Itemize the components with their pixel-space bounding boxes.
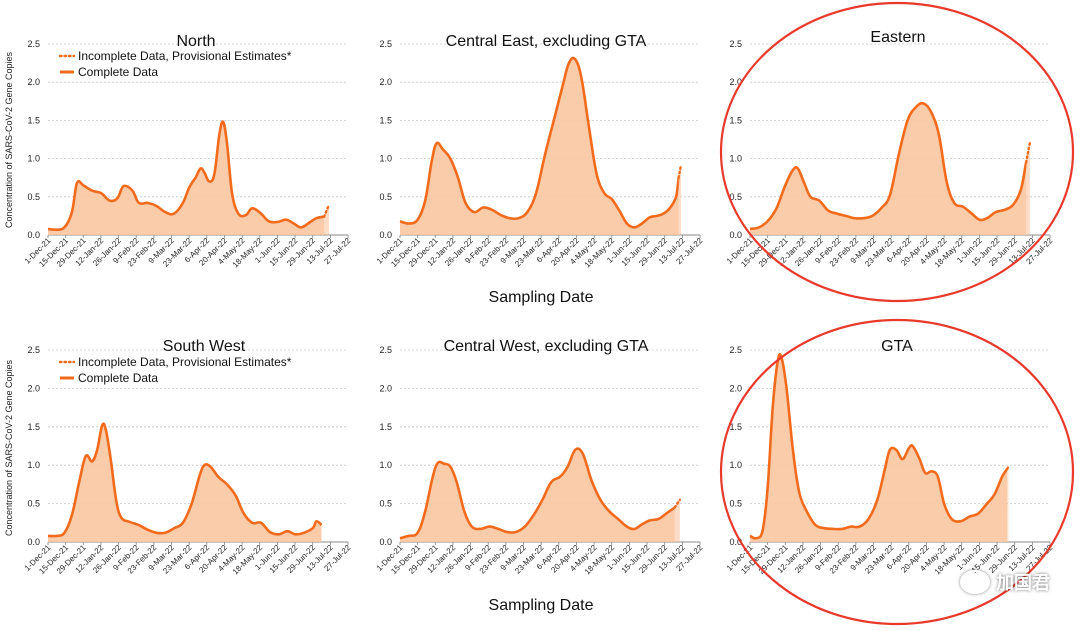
highlight-circle-eastern (719, 1, 1075, 303)
y-tick-label: 0.0 (729, 537, 742, 547)
series-area-complete (48, 121, 325, 235)
legend-label-complete: Complete Data (78, 65, 158, 79)
x-axis-label: Sampling Date (489, 289, 594, 306)
y-tick-label: 2.0 (379, 77, 392, 87)
series-line-incomplete (322, 203, 331, 218)
chart-panel-0: 0.00.51.01.52.02.51-Dec-2115-Dec-2129-De… (23, 33, 353, 269)
chart-title: GTA (881, 338, 913, 355)
y-tick-label: 2.5 (379, 39, 392, 49)
y-tick-label: 1.5 (27, 422, 40, 432)
series-area-incomplete (324, 204, 330, 235)
y-tick-label: 2.0 (729, 383, 742, 393)
watermark: 加国君 (960, 569, 1050, 595)
y-tick-label: 0.5 (729, 499, 742, 509)
y-tick-label: 1.5 (27, 115, 40, 125)
y-tick-label: 0.5 (729, 192, 742, 202)
series-line-incomplete (673, 498, 681, 509)
chart-title: Eastern (870, 29, 925, 46)
series-area-complete (750, 103, 1027, 236)
watermark-text: 加国君 (996, 573, 1050, 594)
chart-title: Central West, excluding GTA (444, 338, 649, 355)
series-line-incomplete (677, 163, 683, 179)
y-tick-label: 2.0 (27, 383, 40, 393)
chart-panel-3: 0.00.51.01.52.02.51-Dec-2115-Dec-2129-De… (23, 338, 353, 576)
chart-panel-2: 0.00.51.01.52.02.51-Dec-2115-Dec-2129-De… (725, 29, 1055, 269)
y-tick-label: 0.0 (729, 230, 742, 240)
series-line-incomplete (1024, 142, 1031, 164)
y-axis-label: Concentration of SARS-CoV-2 Gene Copies (4, 359, 14, 536)
series-area-complete (750, 354, 1008, 542)
y-tick-label: 0.0 (27, 537, 40, 547)
y-tick-label: 0.0 (379, 537, 392, 547)
x-axis-label: Sampling Date (489, 597, 594, 614)
series-area-incomplete (1007, 466, 1009, 542)
wechat-icon (960, 570, 990, 594)
y-tick-label: 0.0 (27, 230, 40, 240)
y-tick-label: 0.5 (27, 499, 40, 509)
y-tick-label: 1.5 (379, 115, 392, 125)
y-tick-label: 0.5 (379, 192, 392, 202)
y-tick-label: 1.0 (27, 460, 40, 470)
series-line-complete (399, 447, 676, 540)
chart-panel-4: 0.00.51.01.52.02.51-Dec-2115-Dec-2129-De… (375, 338, 705, 576)
legend-label-incomplete: Incomplete Data, Provisional Estimates* (78, 49, 292, 63)
chart-panel-1: 0.00.51.01.52.02.51-Dec-2115-Dec-2129-De… (375, 33, 705, 269)
series-area-incomplete (1026, 143, 1030, 235)
chart-title: South West (163, 338, 246, 355)
y-tick-label: 1.5 (379, 422, 392, 432)
y-tick-label: 1.0 (729, 460, 742, 470)
series-line-incomplete (1005, 465, 1010, 471)
y-tick-label: 2.5 (379, 345, 392, 355)
y-tick-label: 2.0 (27, 77, 40, 87)
series-area-incomplete (678, 164, 682, 235)
y-tick-label: 0.0 (379, 230, 392, 240)
y-tick-label: 2.5 (27, 345, 40, 355)
chart-title: Central East, excluding GTA (446, 33, 647, 50)
series-line-complete (749, 101, 1028, 231)
series-line-complete (47, 422, 323, 538)
y-tick-label: 1.0 (27, 154, 40, 164)
y-tick-label: 1.5 (729, 422, 742, 432)
series-area-complete (48, 423, 322, 542)
y-tick-label: 1.0 (379, 154, 392, 164)
y-tick-label: 1.0 (379, 460, 392, 470)
y-tick-label: 2.5 (729, 39, 742, 49)
y-axis-label: Concentration of SARS-CoV-2 Gene Copies (4, 51, 14, 228)
chart-title: North (176, 33, 215, 50)
chart-panel-5: 0.00.51.01.52.02.51-Dec-2115-Dec-2129-De… (725, 338, 1055, 576)
legend-label-incomplete: Incomplete Data, Provisional Estimates* (78, 355, 292, 369)
y-tick-label: 2.5 (27, 39, 40, 49)
series-area-incomplete (674, 499, 680, 542)
y-tick-label: 2.5 (729, 345, 742, 355)
y-tick-label: 1.5 (729, 115, 742, 125)
series-line-complete (47, 120, 325, 232)
y-tick-label: 0.5 (27, 192, 40, 202)
highlight-circle-gta (719, 318, 1075, 626)
legend-label-complete: Complete Data (78, 371, 158, 385)
y-tick-label: 0.5 (379, 499, 392, 509)
series-area-complete (400, 448, 675, 542)
y-tick-label: 1.0 (729, 154, 742, 164)
series-line-complete (399, 56, 680, 229)
y-tick-label: 2.0 (729, 77, 742, 87)
y-tick-label: 2.0 (379, 383, 392, 393)
